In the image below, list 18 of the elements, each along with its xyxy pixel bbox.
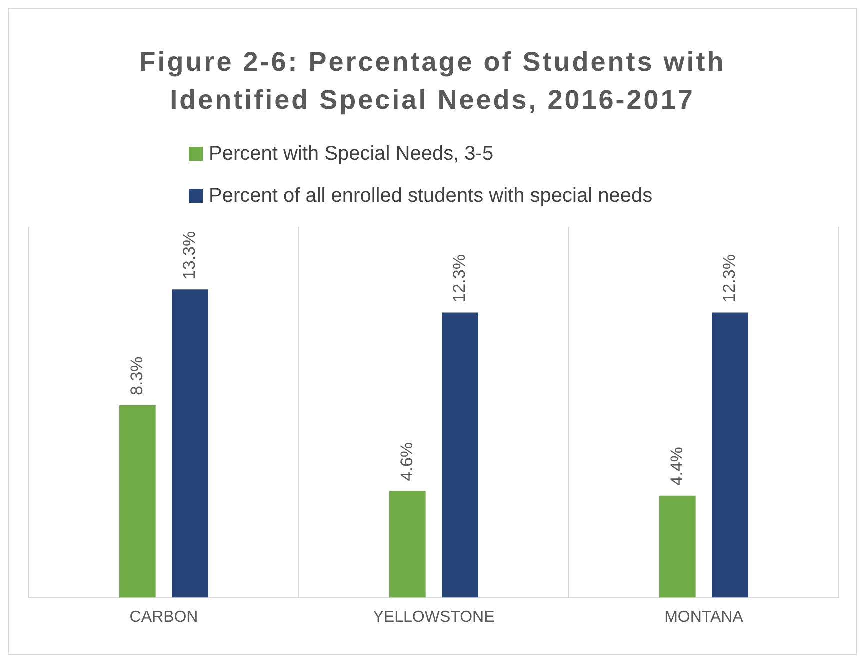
data-label: 13.3%	[180, 231, 200, 280]
data-label: 12.3%	[720, 254, 740, 303]
bar	[442, 312, 478, 598]
data-label: 4.6%	[397, 442, 416, 482]
legend-label: Percent with Special Needs, 3-5	[209, 142, 494, 166]
bar	[712, 312, 748, 598]
bar	[120, 405, 156, 598]
data-label: 12.3%	[450, 254, 470, 303]
chart-title: Figure 2-6: Percentage of Students with Identified Special Needs, 2016-2017	[138, 46, 727, 117]
data-label: 8.3%	[127, 356, 146, 396]
bar	[172, 290, 208, 598]
bar	[390, 491, 426, 598]
x-tick-label: CARBON	[130, 608, 198, 626]
bar	[660, 496, 696, 598]
legend-label: Percent of all enrolled students with special needs	[209, 184, 653, 208]
x-tick-label: YELLOWSTONE	[373, 608, 495, 626]
data-label: 4.4%	[667, 447, 686, 486]
x-tick-label: MONTANA	[664, 608, 744, 626]
